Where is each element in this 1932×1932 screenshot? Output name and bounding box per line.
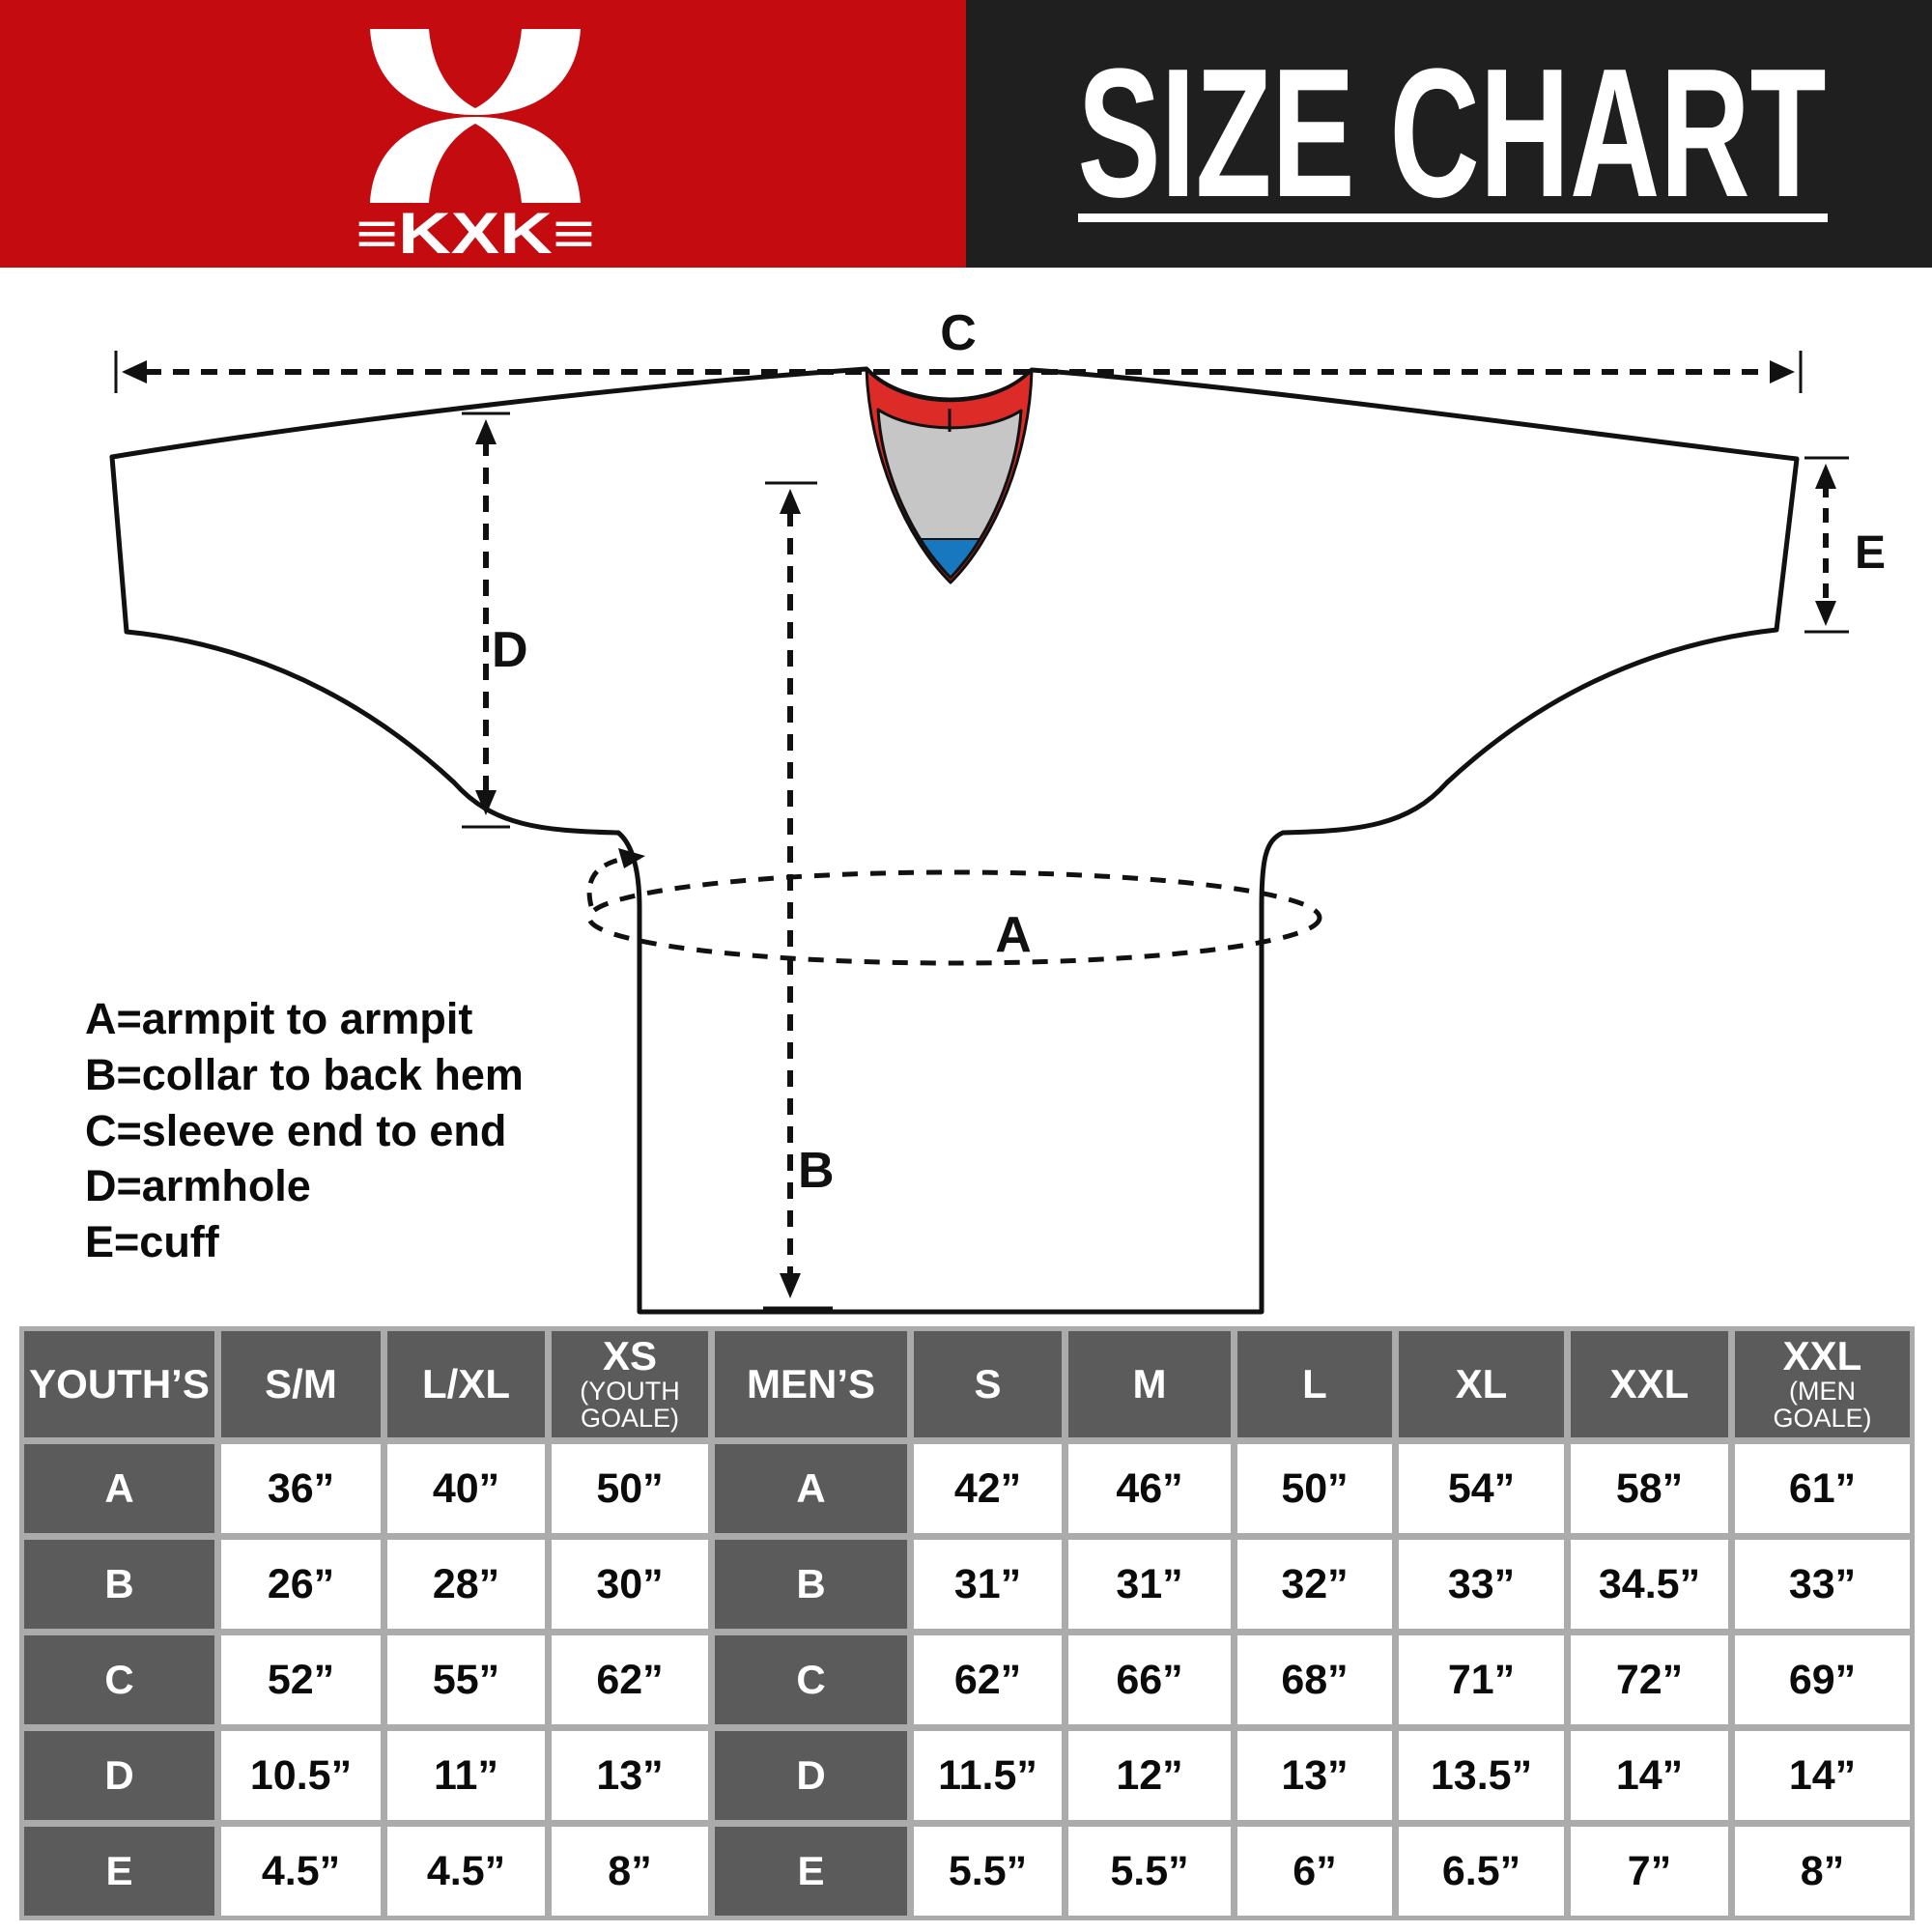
value-cell: 10.5” bbox=[221, 1731, 381, 1820]
column-header-m: M bbox=[1068, 1331, 1231, 1437]
value-cell: 62” bbox=[552, 1635, 708, 1724]
measure-cell: B bbox=[24, 1540, 214, 1629]
value-cell: 28” bbox=[387, 1540, 545, 1629]
value-cell: 7” bbox=[1571, 1827, 1728, 1916]
column-header-xl: XL bbox=[1399, 1331, 1564, 1437]
measure-cell: E bbox=[715, 1827, 907, 1916]
value-cell: 13.5” bbox=[1399, 1731, 1564, 1820]
legend-line: D=armhole bbox=[85, 1161, 311, 1210]
value-cell: 61” bbox=[1735, 1444, 1910, 1533]
value-cell: 11.5” bbox=[914, 1731, 1062, 1820]
measure-cell: C bbox=[24, 1635, 214, 1724]
measure-c: C bbox=[114, 305, 1803, 393]
value-cell: 42” bbox=[914, 1444, 1062, 1533]
value-cell: 8” bbox=[1735, 1827, 1910, 1916]
brand-logo-x-icon bbox=[370, 117, 581, 203]
column-header-sm: S/M bbox=[221, 1331, 381, 1437]
measure-d: D bbox=[462, 412, 528, 829]
brand-name: ≡KXK≡ bbox=[355, 201, 595, 266]
legend-line: C=sleeve end to end bbox=[85, 1106, 506, 1155]
brand-logo: ≡KXK≡ bbox=[355, 29, 595, 266]
value-cell: 62” bbox=[914, 1635, 1062, 1724]
column-header-xs: XS (YOUTH GOALE) bbox=[552, 1331, 708, 1437]
legend-line: B=collar to back hem bbox=[85, 1050, 524, 1099]
value-cell: 46” bbox=[1068, 1444, 1231, 1533]
column-header-l: L bbox=[1237, 1331, 1392, 1437]
title-banner: SIZE CHART bbox=[966, 0, 1932, 268]
value-cell: 40” bbox=[387, 1444, 545, 1533]
value-cell: 66” bbox=[1068, 1635, 1231, 1724]
value-cell: 33” bbox=[1399, 1540, 1564, 1629]
measure-a: A bbox=[586, 848, 1322, 966]
value-cell: 26” bbox=[221, 1540, 381, 1629]
measure-cell: B bbox=[715, 1540, 907, 1629]
page-title: SIZE CHART bbox=[1078, 31, 1827, 236]
measure-label-e: E bbox=[1855, 527, 1886, 579]
value-cell: 12” bbox=[1068, 1731, 1231, 1820]
measure-cell: C bbox=[715, 1635, 907, 1724]
measure-label-c: C bbox=[940, 305, 977, 361]
value-cell: 52” bbox=[221, 1635, 381, 1724]
measure-label-d: D bbox=[492, 622, 528, 678]
measure-label-b: B bbox=[798, 1143, 835, 1199]
value-cell: 32” bbox=[1237, 1540, 1392, 1629]
measure-label-a: A bbox=[995, 907, 1032, 963]
value-cell: 72” bbox=[1571, 1635, 1728, 1724]
value-cell: 30” bbox=[552, 1540, 708, 1629]
value-cell: 14” bbox=[1571, 1731, 1728, 1820]
brand-logo-x-icon bbox=[370, 29, 581, 115]
column-header-mens: MEN’S bbox=[715, 1331, 907, 1437]
value-cell: 4.5” bbox=[387, 1827, 545, 1916]
value-cell: 71” bbox=[1399, 1635, 1564, 1724]
value-cell: 4.5” bbox=[221, 1827, 381, 1916]
header: ≡KXK≡ SIZE CHART bbox=[0, 0, 1932, 268]
title-underline bbox=[1078, 213, 1828, 222]
collar-trim bbox=[865, 367, 1034, 584]
brand-banner: ≡KXK≡ bbox=[0, 0, 966, 268]
column-header-xxl: XXL bbox=[1571, 1331, 1728, 1437]
column-header-lxl: L/XL bbox=[387, 1331, 545, 1437]
column-header-xxl: XXL (MEN GOALE) bbox=[1735, 1331, 1910, 1437]
value-cell: 13” bbox=[552, 1731, 708, 1820]
measure-cell: D bbox=[715, 1731, 907, 1820]
value-cell: 11” bbox=[387, 1731, 545, 1820]
value-cell: 33” bbox=[1735, 1540, 1910, 1629]
value-cell: 31” bbox=[914, 1540, 1062, 1629]
value-cell: 69” bbox=[1735, 1635, 1910, 1724]
size-table: YOUTH’S S/M L/XL XS (YOUTH GOALE) MEN’S S M L XL X… bbox=[19, 1326, 1915, 1920]
measurement-legend: A=armpit to armpit B=collar to back hem … bbox=[85, 994, 524, 1266]
value-cell: 5.5” bbox=[1068, 1827, 1231, 1916]
value-cell: 50” bbox=[552, 1444, 708, 1533]
value-cell: 5.5” bbox=[914, 1827, 1062, 1916]
column-header-youths: YOUTH’S bbox=[24, 1331, 214, 1437]
value-cell: 31” bbox=[1068, 1540, 1231, 1629]
value-cell: 34.5” bbox=[1571, 1540, 1728, 1629]
value-cell: 6” bbox=[1237, 1827, 1392, 1916]
value-cell: 8” bbox=[552, 1827, 708, 1916]
value-cell: 55” bbox=[387, 1635, 545, 1724]
measure-cell: A bbox=[24, 1444, 214, 1533]
value-cell: 54” bbox=[1399, 1444, 1564, 1533]
value-cell: 14” bbox=[1735, 1731, 1910, 1820]
measure-b: B bbox=[763, 481, 835, 1310]
value-cell: 58” bbox=[1571, 1444, 1728, 1533]
legend-line: E=cuff bbox=[85, 1217, 220, 1266]
legend-line: A=armpit to armpit bbox=[85, 994, 472, 1043]
measure-cell: E bbox=[24, 1827, 214, 1916]
measure-cell: D bbox=[24, 1731, 214, 1820]
value-cell: 50” bbox=[1237, 1444, 1392, 1533]
measure-cell: A bbox=[715, 1444, 907, 1533]
value-cell: 36” bbox=[221, 1444, 381, 1533]
value-cell: 13” bbox=[1237, 1731, 1392, 1820]
value-cell: 68” bbox=[1237, 1635, 1392, 1724]
measure-e: E bbox=[1804, 456, 1886, 634]
value-cell: 6.5” bbox=[1399, 1827, 1564, 1916]
column-header-s: S bbox=[914, 1331, 1062, 1437]
